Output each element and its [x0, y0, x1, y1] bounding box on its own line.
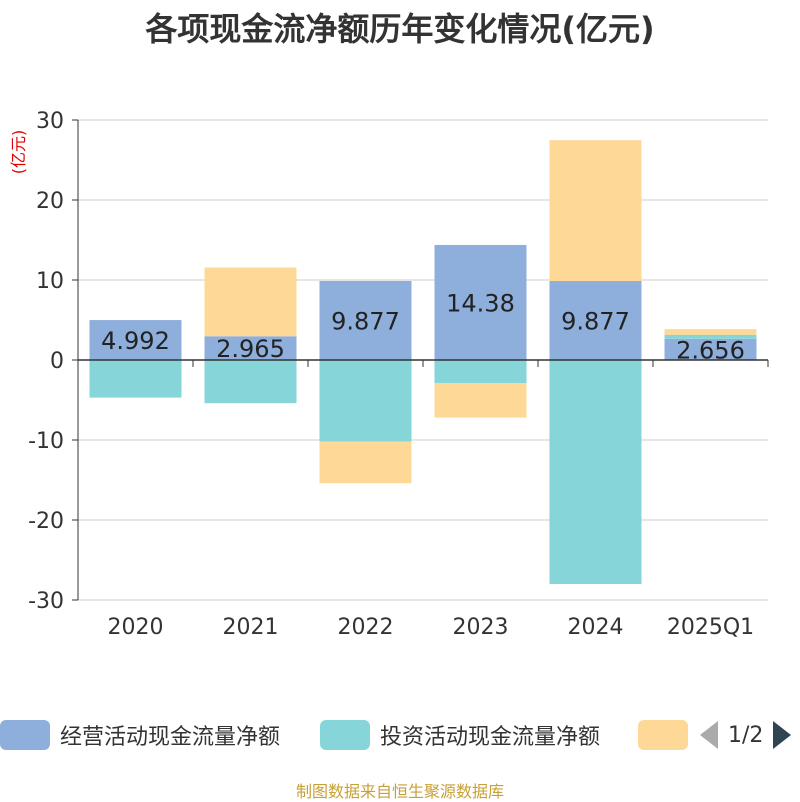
legend-swatch-investing: [320, 720, 370, 750]
legend-item-investing[interactable]: 投资活动现金流量净额: [320, 718, 600, 752]
data-label-2021: 2.965: [216, 335, 285, 363]
x-tick-label-2023: 2023: [453, 615, 509, 640]
bar-2024-series-1: [549, 360, 642, 584]
legend-item-operating[interactable]: 经营活动现金流量净额: [0, 718, 280, 752]
bar-2024-series-0: [549, 280, 642, 360]
legend-label-operating: 经营活动现金流量净额: [60, 725, 281, 750]
bar-2025Q1-series-0: [664, 338, 757, 360]
legend-pager: 1/2: [700, 718, 792, 752]
stacked-bar-chart: 30 20 10 0 -10 -20 -30 2020 2021 2022 2023 2024 2025…: [28, 109, 769, 640]
legend-prev-icon[interactable]: [700, 721, 718, 749]
gridlines: [78, 119, 768, 601]
y-tick-label: -30: [28, 589, 64, 614]
bar-2025Q1-series-1: [664, 334, 757, 339]
data-labels: 4.992 2.965 9.877 14.38 9.877 2.656: [101, 289, 745, 364]
y-tick-label: 20: [36, 189, 64, 214]
bar-2022-series-0: [319, 280, 412, 360]
legend-page-indicator: 1/2: [728, 722, 764, 748]
bar-2022-series-1: [319, 360, 412, 442]
legend-swatch-financing: [638, 720, 688, 750]
x-tick-label-2022: 2022: [338, 615, 394, 640]
data-label-2022: 9.877: [331, 307, 400, 335]
data-label-2020: 4.992: [101, 327, 170, 355]
chart-title: 各项现金流净额历年变化情况(亿元): [145, 10, 655, 48]
bar-2021-series-0: [204, 336, 297, 360]
bar-series: [89, 140, 757, 584]
legend-label-investing: 投资活动现金流量净额: [380, 725, 601, 750]
x-tick-label-2025Q1: 2025Q1: [667, 615, 754, 640]
legend-next-icon[interactable]: [773, 721, 792, 749]
data-label-2024: 9.877: [561, 307, 630, 335]
bar-2022-series-2: [319, 441, 412, 484]
axes: 30 20 10 0 -10 -20 -30 2020 2021 2022 2023 2024 2025…: [28, 109, 769, 640]
legend-item-financing[interactable]: [638, 718, 688, 752]
bar-2023-series-1: [434, 360, 527, 384]
data-source-note: 制图数据来自恒生聚源数据库: [295, 782, 504, 801]
bar-2023-series-2: [434, 383, 527, 418]
x-tick-label-2020: 2020: [108, 615, 164, 640]
bar-2023-series-0: [434, 244, 527, 360]
data-label-2023: 14.38: [446, 289, 515, 317]
y-tick-label: 10: [36, 269, 64, 294]
bar-2024-series-2: [549, 140, 642, 281]
x-tick-label-2021: 2021: [223, 615, 279, 640]
data-label-2025Q1: 2.656: [676, 336, 745, 364]
x-tick-label-2024: 2024: [568, 615, 624, 640]
y-tick-label: -10: [28, 429, 64, 454]
y-tick-label: 30: [36, 109, 64, 134]
bar-2020-series-0: [89, 320, 182, 360]
legend-swatch-operating: [0, 720, 50, 750]
legend: 经营活动现金流量净额 投资活动现金流量净额 1/2: [0, 714, 800, 758]
bar-2020-series-1: [89, 360, 182, 398]
bar-2025Q1-series-2: [664, 329, 757, 335]
y-tick-label: -20: [28, 509, 64, 534]
bar-2021-series-2: [204, 267, 297, 337]
y-tick-label: 0: [50, 349, 64, 374]
bar-2021-series-1: [204, 360, 297, 404]
